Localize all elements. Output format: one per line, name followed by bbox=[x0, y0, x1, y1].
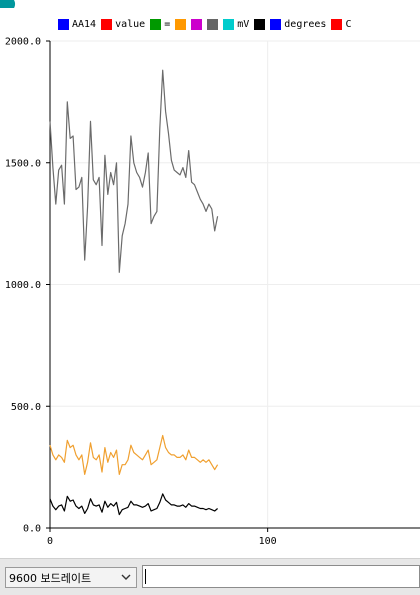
legend-swatch bbox=[191, 18, 203, 30]
legend-swatch bbox=[254, 18, 266, 30]
y-tick-label: 0.0 bbox=[23, 524, 41, 535]
legend-label: value bbox=[115, 18, 146, 30]
series-line-black bbox=[49, 493, 218, 516]
legend: AA14 value = mV degrees C bbox=[58, 17, 356, 31]
legend-label: = bbox=[164, 18, 171, 30]
y-tick-label: 1500.0 bbox=[5, 158, 41, 169]
legend-swatch bbox=[101, 18, 113, 30]
legend-label: degrees bbox=[284, 18, 327, 30]
series-line-orange bbox=[49, 434, 219, 475]
legend-item: degrees bbox=[270, 18, 329, 30]
legend-label: mV bbox=[237, 18, 250, 30]
bottom-toolbar: 9600 보드레이트 bbox=[0, 558, 420, 595]
legend-item: AA14 bbox=[58, 18, 99, 30]
legend-swatch bbox=[270, 18, 282, 30]
y-tick-label: 500.0 bbox=[11, 402, 41, 413]
legend-label: C bbox=[345, 18, 352, 30]
legend-swatch bbox=[175, 18, 187, 30]
text-caret bbox=[145, 569, 146, 584]
legend-item: = bbox=[150, 18, 173, 30]
send-message-input[interactable] bbox=[142, 565, 420, 588]
legend-label: AA14 bbox=[72, 18, 97, 30]
legend-swatch bbox=[207, 18, 219, 30]
x-tick-label: 100 bbox=[259, 536, 277, 547]
legend-swatch bbox=[223, 18, 235, 30]
baud-rate-value: 9600 보드레이트 bbox=[9, 571, 92, 585]
y-tick-label: 2000.0 bbox=[5, 37, 41, 48]
baud-rate-select[interactable]: 9600 보드레이트 bbox=[5, 567, 137, 588]
legend-item bbox=[191, 18, 205, 30]
line-chart: 0.0 500.0 1000.0 1500.0 2000.0 0 100 bbox=[5, 37, 420, 547]
serial-plotter: 0.0 500.0 1000.0 1500.0 2000.0 0 100 AA14 value… bbox=[0, 0, 420, 547]
chevron-down-icon bbox=[121, 574, 131, 580]
legend-item: value bbox=[101, 18, 148, 30]
series-line-gray bbox=[49, 69, 219, 273]
legend-item: mV bbox=[223, 18, 252, 30]
y-tick-label: 1000.0 bbox=[5, 280, 41, 291]
legend-swatch bbox=[150, 18, 162, 30]
legend-item bbox=[254, 18, 268, 30]
legend-item bbox=[207, 18, 221, 30]
x-tick-label: 0 bbox=[47, 536, 53, 547]
legend-item bbox=[175, 18, 189, 30]
legend-item: C bbox=[331, 18, 354, 30]
legend-swatch bbox=[331, 18, 343, 30]
legend-swatch bbox=[58, 18, 69, 30]
